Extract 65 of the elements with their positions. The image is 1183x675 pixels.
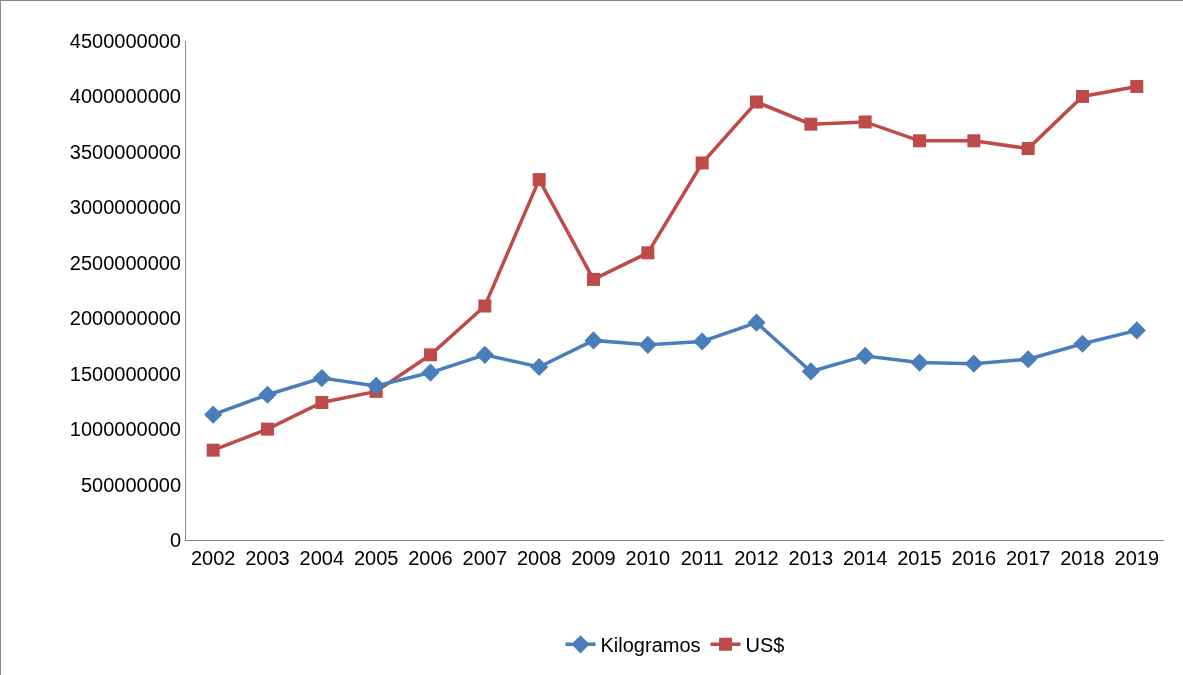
point [530,357,549,377]
x-tick-label: 2003 [245,547,290,569]
point [1127,321,1146,340]
point [638,335,657,354]
point [804,117,818,131]
x-tick-label: 2007 [462,547,508,569]
point [584,331,603,350]
point [587,272,600,286]
x-tick-label: 2015 [897,547,942,569]
x-tick-label: 2013 [788,547,834,569]
point [424,348,437,362]
point [750,95,763,109]
point [747,313,766,332]
x-tick-label: 2016 [951,547,997,569]
point [910,353,929,372]
point [315,396,329,409]
point [858,115,872,129]
point [206,443,220,457]
x-tick-label: 2008 [516,547,562,569]
x-tick-label: 2017 [1005,547,1051,569]
x-tick-label: 2011 [680,547,724,569]
point [1021,142,1035,156]
x-tick-label: 2010 [625,547,671,569]
point [693,332,712,351]
point [695,156,709,170]
x-tick-label: 2014 [842,547,888,569]
y-tick-label: 2500000000 [69,251,181,274]
point [801,362,820,381]
point [964,354,983,373]
x-tick-label: 2002 [190,547,236,569]
x-tick-label: 2009 [571,547,616,569]
y-tick-label: 2000000000 [69,307,181,330]
point [478,299,492,313]
point [475,345,494,364]
y-tick-label: 1000000000 [69,418,181,441]
point [312,369,331,388]
x-tick-label: 2012 [734,547,779,569]
y-tick-label: 500000000 [80,473,181,496]
point [258,385,277,404]
point [421,363,440,382]
legend-label: US$ [745,634,785,657]
x-tick-label: 2019 [1114,547,1160,569]
x-tick-label: 2004 [299,547,345,569]
y-tick-label: 3000000000 [69,196,181,219]
x-tick-label: 2018 [1060,547,1105,569]
point [1076,89,1089,103]
y-tick-label: 3500000000 [69,140,181,163]
point [367,376,386,395]
point [1130,79,1144,93]
y-tick-label: 4500000000 [69,30,181,52]
legend-label: Kilogramos [600,634,701,657]
point [204,405,223,424]
point [967,134,981,148]
point [913,134,926,148]
x-tick-label: 2006 [408,547,453,569]
y-tick-label: 4000000000 [69,85,181,108]
point [261,422,274,436]
point [532,173,546,187]
y-tick-label: 1500000000 [69,362,181,385]
point [1073,334,1092,353]
point [641,246,655,260]
y-tick-label: 0 [169,529,181,551]
point [1019,350,1038,369]
x-tick-label: 2005 [353,547,399,569]
point [856,346,875,366]
